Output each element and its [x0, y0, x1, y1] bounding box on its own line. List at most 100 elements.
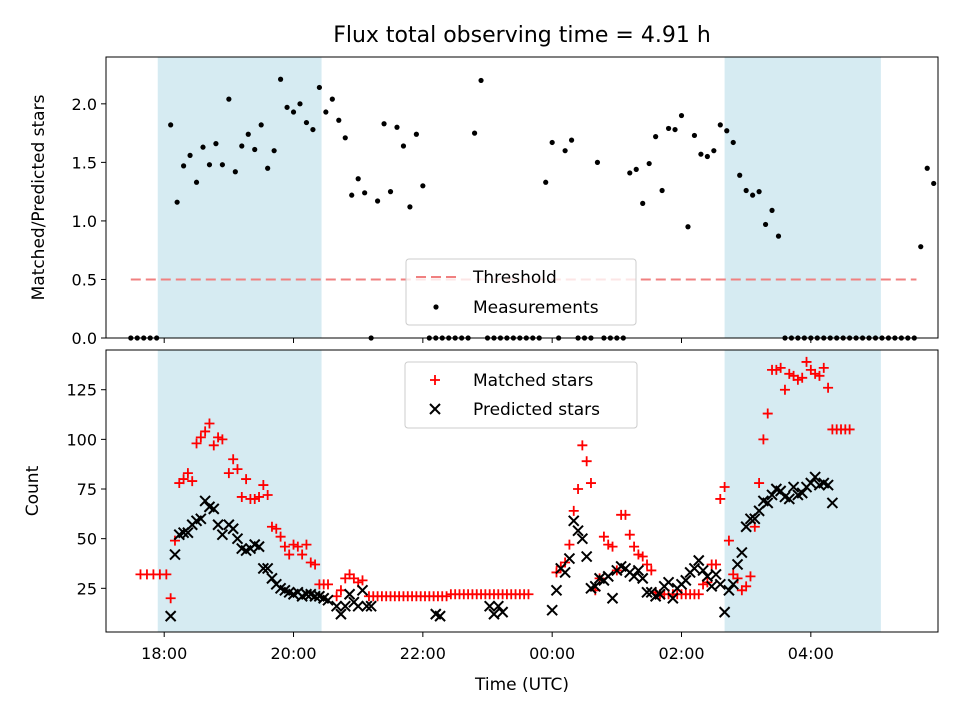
predicted-star-marker [667, 592, 679, 604]
matched-star-marker [323, 579, 334, 590]
matched-star-marker [568, 505, 579, 516]
predicted-star-marker [559, 566, 571, 579]
predicted-star-marker [826, 497, 839, 509]
predicted-star-marker [636, 572, 649, 585]
measurement-point [640, 200, 646, 206]
measurement-point [407, 204, 413, 210]
matched-star-marker [624, 529, 635, 540]
matched-star-marker [581, 456, 592, 467]
matched-star-marker [629, 541, 640, 552]
measurement-point [342, 135, 348, 141]
predicted-star-marker [787, 481, 800, 493]
predicted-star-marker [339, 600, 351, 612]
predicted-star-marker [300, 588, 313, 600]
matched-star-marker [213, 432, 224, 443]
matched-star-marker [775, 362, 786, 373]
matched-star-marker [637, 551, 648, 562]
predicted-star-marker [822, 479, 834, 491]
matched-star-marker [284, 549, 295, 560]
measurement-point [420, 183, 426, 189]
measurement-point [213, 141, 219, 147]
predicted-star-marker [697, 564, 709, 577]
measurement-point [174, 199, 180, 205]
predicted-star-marker [714, 578, 727, 591]
matched-star-marker [642, 559, 653, 570]
y-tick-label: 0.0 [72, 329, 97, 348]
matched-star-marker [603, 539, 614, 550]
matched-star-marker [279, 541, 290, 552]
chart-title: Flux total observing time = 4.91 h [333, 23, 711, 48]
matched-star-marker [232, 464, 243, 475]
measurement-point [277, 76, 284, 82]
matched-star-marker [249, 493, 260, 504]
legend-matched-swatch [430, 375, 440, 385]
y-tick-label: 1.5 [72, 153, 97, 172]
top-legend: Threshold Measurements [405, 258, 637, 326]
matched-star-marker [182, 468, 193, 479]
matched-star-marker [217, 434, 228, 445]
measurement-point [316, 84, 322, 91]
measurement-point [271, 148, 277, 154]
matched-star-marker [165, 593, 176, 604]
matched-star-marker [161, 569, 172, 580]
matched-star-marker [646, 565, 657, 576]
shaded-window [724, 57, 881, 338]
measurement-point [336, 117, 342, 123]
measurement-point [374, 198, 381, 204]
matched-star-marker [271, 523, 282, 534]
measurement-point [562, 148, 568, 154]
measurement-point [193, 179, 200, 185]
matched-star-marker [441, 591, 452, 602]
measurement-point [387, 189, 394, 195]
predicted-star-marker [568, 515, 580, 527]
predicted-star-marker [231, 532, 244, 545]
axes-frame [105, 56, 939, 339]
predicted-star-marker [662, 576, 675, 589]
measurement-point [413, 131, 419, 137]
matched-star-marker [797, 372, 808, 383]
measurement-point [756, 189, 762, 195]
measurement-point [239, 143, 245, 149]
matched-star-marker [810, 368, 821, 379]
predicted-star-marker [164, 610, 177, 622]
predicted-star-marker [654, 588, 666, 600]
predicted-star-marker [352, 600, 364, 612]
predicted-star-marker [195, 513, 207, 525]
predicted-star-marker [710, 568, 722, 581]
predicted-star-marker [723, 584, 735, 597]
x-tick-label: 02:00 [658, 644, 704, 663]
measurement-point [711, 148, 717, 154]
y-tick-label: 100 [66, 430, 97, 449]
measurement-point [931, 180, 937, 187]
measurement-point [724, 128, 730, 134]
matched-star-marker [297, 549, 308, 560]
measurement-point [750, 192, 756, 198]
predicted-star-marker [602, 570, 614, 583]
matched-star-marker [275, 531, 286, 542]
measurement-point [704, 153, 710, 160]
measurement-point [394, 124, 400, 130]
matched-star-marker [204, 418, 215, 429]
predicted-star-marker [718, 606, 731, 618]
axes-frame [105, 349, 939, 633]
predicted-star-marker [169, 548, 181, 561]
measurement-point [918, 244, 924, 250]
predicted-star-marker [805, 477, 817, 489]
predicted-star-marker [365, 600, 377, 612]
measurement-point [290, 109, 297, 115]
predicted-star-marker [356, 584, 369, 597]
measurement-point [329, 96, 335, 102]
predicted-star-marker [576, 532, 589, 545]
matched-star-marker [715, 493, 726, 504]
measurement-point [206, 162, 213, 168]
measurement-point [672, 126, 678, 133]
predicted-star-marker [483, 600, 496, 612]
matched-star-marker [719, 482, 730, 493]
predicted-star-marker [563, 552, 576, 565]
matched-star-marker [723, 535, 734, 546]
matched-star-marker [754, 478, 765, 489]
measurement-point [187, 152, 193, 158]
matched-star-marker [305, 557, 316, 568]
legend-predicted-swatch [429, 403, 441, 415]
